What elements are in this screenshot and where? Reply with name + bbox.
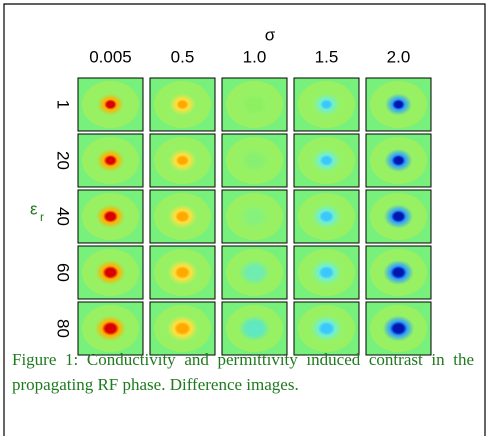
image-spot — [154, 193, 211, 240]
row-label: 40 — [54, 207, 73, 226]
sigma-label: σ — [265, 25, 276, 44]
image-spot — [298, 193, 355, 240]
image-spot — [82, 249, 139, 296]
row-label: 80 — [54, 319, 73, 338]
column-label: 2.0 — [387, 47, 411, 66]
image-spot — [82, 305, 139, 352]
image-spot — [298, 249, 355, 296]
image-spot — [154, 81, 211, 128]
epsilon-label: ε — [30, 199, 38, 218]
image-spot — [226, 305, 283, 352]
image-spot — [226, 193, 283, 240]
column-label: 1.5 — [315, 47, 339, 66]
image-spot — [370, 81, 427, 128]
image-spot — [226, 81, 283, 128]
figure-page: σ ε r 0.005 0.5 1.0 1.5 2.0 1 20 40 60 80 Figure … — [0, 0, 491, 436]
image-spot — [154, 137, 211, 184]
image-spot — [226, 249, 283, 296]
image-spot — [298, 137, 355, 184]
row-label: 20 — [54, 151, 73, 170]
image-spot — [370, 137, 427, 184]
image-spot — [370, 249, 427, 296]
image-spot — [298, 305, 355, 352]
column-label: 0.5 — [171, 47, 195, 66]
image-spot — [298, 81, 355, 128]
image-spot — [82, 81, 139, 128]
image-spot — [154, 249, 211, 296]
image-spot — [82, 193, 139, 240]
caption: Figure 1: Conductivity and permittivity … — [12, 347, 474, 397]
image-spot — [370, 305, 427, 352]
image-spot — [370, 193, 427, 240]
column-label: 1.0 — [243, 47, 267, 66]
image-spot — [82, 137, 139, 184]
column-label: 0.005 — [89, 47, 132, 66]
image-spot — [154, 305, 211, 352]
epsilon-subscript: r — [40, 210, 44, 224]
row-label: 60 — [54, 263, 73, 282]
image-spot — [226, 137, 283, 184]
row-label: 1 — [54, 100, 73, 109]
